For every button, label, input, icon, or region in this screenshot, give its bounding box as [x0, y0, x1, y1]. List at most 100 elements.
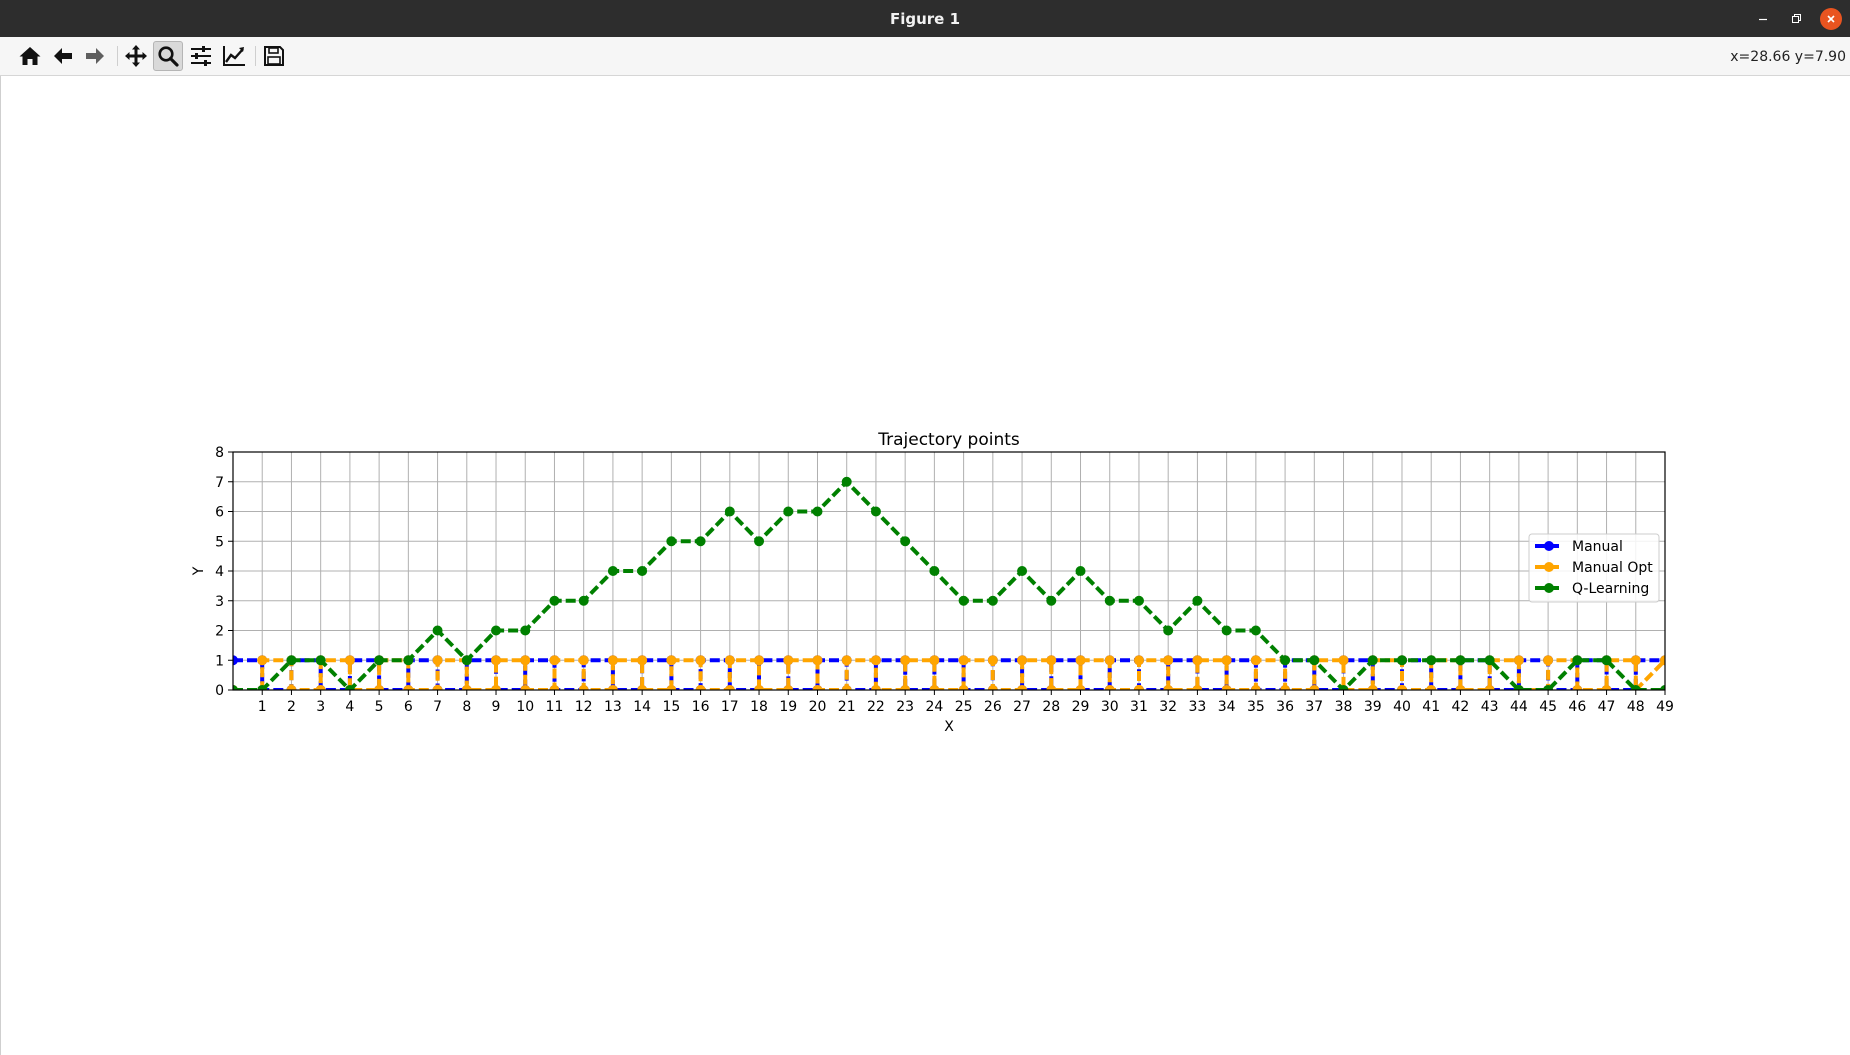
x-tick-label: 27 — [1013, 699, 1031, 715]
data-point-manual-opt — [1075, 685, 1086, 690]
data-point-q-learning — [1367, 655, 1378, 666]
data-point-q-learning — [695, 536, 706, 547]
data-point-manual-opt — [1221, 655, 1232, 666]
close-icon[interactable] — [1820, 8, 1842, 30]
toolbar-separator — [255, 46, 256, 66]
y-tick-label: 0 — [215, 683, 224, 699]
home-icon[interactable] — [15, 41, 45, 71]
data-point-manual-opt — [1338, 655, 1349, 666]
data-point-manual-opt — [374, 685, 385, 690]
save-icon[interactable] — [259, 41, 289, 71]
x-tick-label: 1 — [258, 699, 267, 715]
x-tick-label: 37 — [1305, 699, 1323, 715]
data-point-q-learning — [403, 655, 414, 666]
data-point-manual-opt — [754, 655, 765, 666]
x-tick-label: 36 — [1276, 699, 1294, 715]
x-tick-label: 43 — [1481, 699, 1499, 715]
x-tick-label: 7 — [433, 699, 442, 715]
x-tick-label: 23 — [896, 699, 914, 715]
data-point-manual-opt — [958, 655, 969, 666]
data-point-manual-opt — [1017, 655, 1028, 666]
data-point-manual-opt — [1192, 655, 1203, 666]
y-axis-label: Y — [191, 566, 207, 576]
data-point-manual-opt — [520, 655, 531, 666]
data-point-q-learning — [870, 506, 881, 517]
data-point-q-learning — [1484, 655, 1495, 666]
data-point-manual-opt — [1221, 685, 1232, 690]
arrow-right-icon[interactable] — [80, 41, 110, 71]
data-point-q-learning — [958, 595, 969, 606]
x-tick-label: 40 — [1393, 699, 1411, 715]
y-tick-label: 5 — [215, 534, 224, 550]
data-point-manual-opt — [929, 655, 940, 666]
minimize-icon[interactable] — [1752, 8, 1774, 30]
data-point-manual-opt — [870, 655, 881, 666]
x-tick-label: 32 — [1159, 699, 1177, 715]
data-point-q-learning — [344, 685, 355, 690]
sliders-icon[interactable] — [186, 41, 216, 71]
x-tick-label: 44 — [1510, 699, 1528, 715]
data-point-manual-opt — [432, 685, 443, 690]
x-tick-label: 5 — [375, 699, 384, 715]
data-point-manual-opt — [257, 655, 268, 666]
data-point-q-learning — [607, 566, 618, 576]
data-point-manual-opt — [958, 685, 969, 690]
data-point-q-learning — [257, 685, 268, 690]
legend-marker-manual — [1544, 541, 1554, 551]
data-point-q-learning — [1513, 685, 1524, 690]
x-tick-label: 17 — [721, 699, 739, 715]
data-point-manual-opt — [1163, 685, 1174, 690]
figure-canvas[interactable]: 1 2 3 4 5 6 7 8 9 10 11 12 13 14 15 16 17 18 19 20 21 22 23 24 2… — [0, 76, 1850, 1055]
data-point-q-learning — [233, 685, 238, 690]
zoom-icon[interactable] — [153, 41, 183, 71]
data-point-manual-opt — [1163, 655, 1174, 666]
data-point-manual-opt — [1396, 685, 1407, 690]
data-point-manual-opt — [666, 685, 677, 690]
x-tick-label: 20 — [809, 699, 827, 715]
x-tick-label: 15 — [662, 699, 680, 715]
data-point-manual-opt — [1075, 655, 1086, 666]
data-point-manual-opt — [1601, 685, 1612, 690]
x-tick-label: 9 — [492, 699, 501, 715]
data-point-q-learning — [432, 625, 443, 636]
x-tick-label: 19 — [779, 699, 797, 715]
data-point-manual-opt — [491, 655, 502, 666]
y-tick-label: 1 — [215, 653, 224, 669]
x-tick-label: 28 — [1042, 699, 1060, 715]
data-point-manual-opt — [841, 685, 852, 690]
data-point-q-learning — [1572, 655, 1583, 666]
x-tick-label: 33 — [1188, 699, 1206, 715]
data-point-q-learning — [1601, 655, 1612, 666]
data-point-manual-opt — [1046, 685, 1057, 690]
x-tick-label: 30 — [1101, 699, 1119, 715]
data-point-q-learning — [1017, 566, 1028, 576]
data-point-manual-opt — [1484, 685, 1495, 690]
data-point-manual-opt — [1104, 685, 1115, 690]
tick-layer: 1 2 3 4 5 6 7 8 9 10 11 12 13 14 15 16 17 18 19 20 21 22 23 24 2… — [215, 445, 1674, 715]
x-tick-label: 2 — [287, 699, 296, 715]
data-point-manual-opt — [1250, 655, 1261, 666]
cursor-coordinates: x=28.66 y=7.90 — [1730, 49, 1846, 65]
x-tick-label: 6 — [404, 699, 413, 715]
data-point-q-learning — [929, 566, 940, 576]
data-point-q-learning — [286, 655, 297, 666]
restore-icon[interactable] — [1785, 8, 1807, 30]
data-point-q-learning — [1280, 655, 1291, 666]
y-tick-label: 8 — [215, 445, 224, 461]
data-point-manual-opt — [1046, 655, 1057, 666]
move-icon[interactable] — [121, 41, 151, 71]
data-point-q-learning — [812, 506, 823, 517]
data-point-manual-opt — [783, 685, 794, 690]
data-point-manual-opt — [344, 655, 355, 666]
data-point-manual-opt — [1543, 655, 1554, 666]
arrow-left-icon[interactable] — [48, 41, 78, 71]
line-chart-icon[interactable] — [219, 41, 249, 71]
legend-marker-q-learning — [1544, 583, 1554, 593]
data-point-manual-opt — [578, 685, 589, 690]
data-point-manual-opt — [1367, 685, 1378, 690]
x-tick-label: 46 — [1568, 699, 1586, 715]
data-point-manual-opt — [900, 685, 911, 690]
x-tick-label: 21 — [838, 699, 856, 715]
data-point-manual-opt — [315, 685, 326, 690]
